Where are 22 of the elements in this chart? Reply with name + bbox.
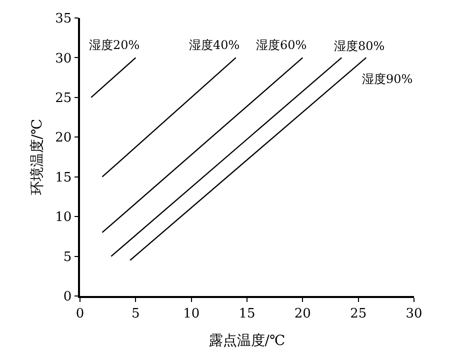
y-axis-title: 环境温度/℃ [30, 118, 46, 196]
x-tick-label: 10 [183, 306, 200, 322]
x-tick-label: 0 [76, 306, 84, 322]
y-tick-label: 35 [55, 12, 72, 27]
y-tick-label: 5 [63, 250, 72, 265]
series-label: 湿度80% [334, 39, 385, 53]
y-tick-label: 30 [55, 51, 72, 66]
y-tick-label: 20 [55, 130, 72, 146]
x-tick-label: 20 [294, 306, 311, 322]
y-tick-label: 25 [55, 90, 72, 106]
series-label: 湿度40% [189, 38, 240, 52]
x-tick-label: 15 [238, 306, 256, 322]
y-tick-label: 0 [63, 290, 72, 305]
x-axis-title: 露点温度/℃ [208, 333, 286, 349]
x-tick-label: 30 [406, 306, 422, 322]
series-label: 湿度60% [256, 38, 307, 52]
x-tick-label: 5 [132, 306, 140, 322]
series-label: 湿度20% [89, 38, 140, 52]
y-tick-label: 15 [55, 170, 72, 186]
y-tick-label: 10 [55, 210, 72, 226]
series-label: 湿度90% [362, 72, 413, 86]
x-tick-label: 25 [350, 306, 367, 322]
